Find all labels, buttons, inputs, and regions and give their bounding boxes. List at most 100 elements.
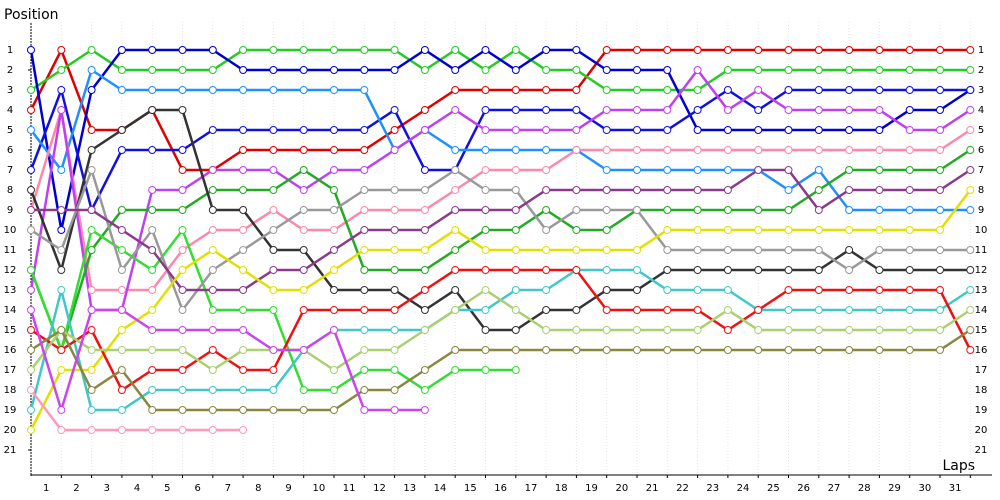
lap-marker xyxy=(360,146,369,154)
lap-marker xyxy=(390,366,399,374)
y-tick-label: 8 xyxy=(7,185,13,196)
lap-marker xyxy=(511,186,520,194)
lap-marker xyxy=(299,126,308,134)
lap-marker xyxy=(57,346,66,354)
lap-marker xyxy=(602,46,611,54)
lap-marker xyxy=(754,66,763,74)
lap-marker xyxy=(814,106,823,114)
lap-marker xyxy=(330,146,338,154)
lap-marker xyxy=(542,246,551,254)
x-tick-label: 4 xyxy=(134,483,140,494)
y-tick-label: 15 xyxy=(4,325,17,336)
lap-marker xyxy=(360,386,369,394)
lap-marker xyxy=(299,266,308,274)
lap-marker xyxy=(754,326,763,334)
lap-marker xyxy=(420,286,429,294)
lap-marker xyxy=(117,406,126,414)
lap-marker xyxy=(814,66,823,74)
lap-marker xyxy=(723,286,732,294)
lap-marker xyxy=(875,106,884,114)
lap-marker xyxy=(481,86,490,94)
lap-marker xyxy=(178,166,187,174)
lap-marker xyxy=(178,326,187,334)
lap-marker xyxy=(269,246,278,254)
lap-marker xyxy=(936,226,944,234)
lap-marker xyxy=(208,366,217,374)
lap-marker xyxy=(299,46,308,54)
lap-marker xyxy=(633,146,641,154)
lap-marker xyxy=(420,126,429,134)
lap-marker xyxy=(723,206,732,214)
lap-marker xyxy=(602,186,611,194)
lap-marker xyxy=(208,306,217,314)
lap-marker xyxy=(572,346,581,354)
lap-marker xyxy=(299,186,308,194)
lap-marker xyxy=(360,306,369,314)
lap-marker xyxy=(481,206,490,214)
lap-marker xyxy=(936,106,944,114)
lap-marker xyxy=(178,246,187,254)
lap-marker xyxy=(330,286,338,294)
y-tick-label-right: 9 xyxy=(978,205,984,216)
y-tick-label-right: 8 xyxy=(978,185,984,196)
x-tick-label: 7 xyxy=(225,483,231,494)
lap-marker xyxy=(420,406,429,414)
lap-marker xyxy=(57,426,66,434)
lap-marker xyxy=(845,146,854,154)
lap-marker xyxy=(117,366,126,374)
lap-marker xyxy=(148,46,157,54)
lap-marker xyxy=(178,306,187,314)
lap-marker xyxy=(784,246,793,254)
lap-marker xyxy=(239,186,248,194)
lap-marker xyxy=(239,46,248,54)
lap-marker xyxy=(420,106,429,114)
lap-marker xyxy=(390,286,399,294)
lap-marker xyxy=(572,226,581,234)
lap-marker xyxy=(451,266,460,274)
x-tick-label: 18 xyxy=(555,483,568,494)
lap-marker xyxy=(117,146,126,154)
lap-marker xyxy=(390,386,399,394)
series-line xyxy=(31,168,971,292)
lap-marker xyxy=(602,346,611,354)
lap-marker xyxy=(572,306,581,314)
lap-marker xyxy=(148,246,157,254)
x-tick-label: 11 xyxy=(343,483,356,494)
lap-marker xyxy=(875,86,884,94)
lap-marker xyxy=(693,206,702,214)
lap-marker xyxy=(693,106,702,114)
lap-marker xyxy=(845,186,854,194)
y-tick-label: 5 xyxy=(7,125,13,136)
lap-marker xyxy=(754,206,763,214)
lap-marker xyxy=(905,326,914,334)
lap-marker xyxy=(239,86,248,94)
series-line xyxy=(30,268,972,392)
lap-marker xyxy=(299,86,308,94)
lap-marker xyxy=(269,146,278,154)
lap-marker xyxy=(390,66,399,74)
lap-marker xyxy=(360,46,369,54)
lap-marker xyxy=(936,146,944,154)
lap-marker xyxy=(572,266,581,274)
lap-marker xyxy=(572,146,581,154)
lap-marker xyxy=(87,146,96,154)
lap-marker xyxy=(572,186,581,194)
lap-marker xyxy=(814,346,823,354)
lap-marker xyxy=(420,306,429,314)
y-tick-label-right: 4 xyxy=(978,105,984,116)
lap-marker xyxy=(784,166,793,174)
lap-marker xyxy=(723,126,732,134)
lap-marker xyxy=(693,46,702,54)
lap-marker xyxy=(117,266,126,274)
y-tick-label-right: 6 xyxy=(978,145,984,156)
lap-marker xyxy=(87,406,96,414)
lap-marker xyxy=(27,346,35,354)
lap-marker xyxy=(420,326,429,334)
lap-marker xyxy=(390,406,399,414)
lap-marker xyxy=(966,86,975,94)
lap-marker xyxy=(57,46,66,54)
lap-marker xyxy=(57,326,66,334)
lap-marker xyxy=(572,126,581,134)
lap-marker xyxy=(845,46,854,54)
